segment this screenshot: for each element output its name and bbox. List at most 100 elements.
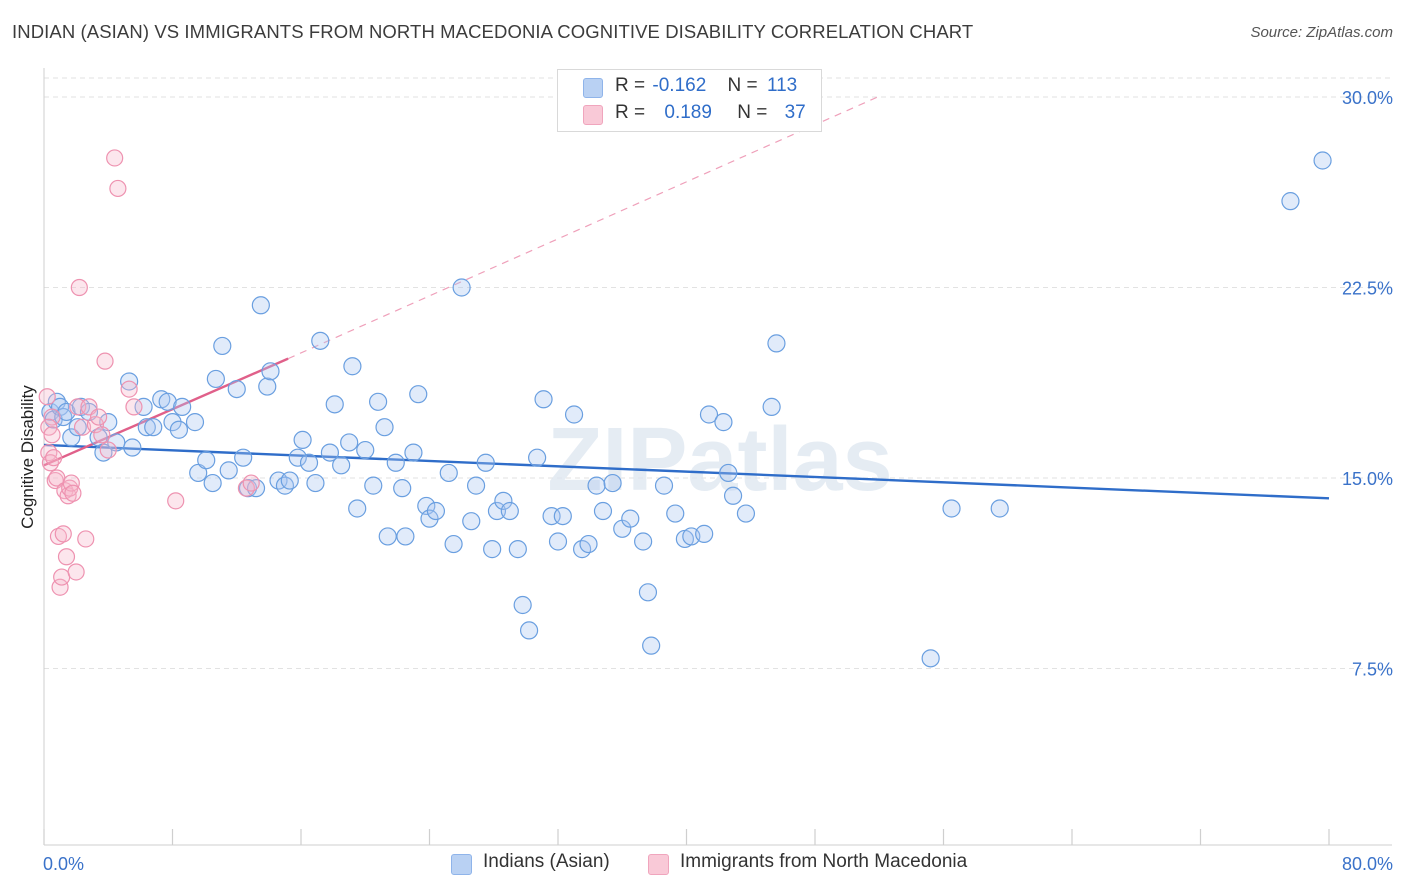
data-point-indians — [343, 357, 362, 376]
data-point-indians — [466, 476, 486, 495]
data-point-indians — [579, 534, 598, 554]
data-point-indians — [68, 418, 87, 437]
data-point-indians — [942, 499, 961, 518]
data-point-indians — [723, 486, 743, 505]
data-point-indians — [666, 504, 685, 523]
data-point-indians — [169, 420, 189, 439]
data-point-indians — [306, 473, 325, 493]
data-point-indians — [654, 476, 674, 495]
data-point-macedonia — [125, 398, 143, 416]
data-point-indians — [348, 499, 367, 518]
trend-line-indians — [43, 443, 1330, 500]
data-point-macedonia — [49, 527, 68, 546]
data-point-indians — [325, 395, 344, 414]
data-point-indians — [227, 380, 246, 399]
data-point-indians — [123, 438, 142, 457]
data-point-macedonia — [73, 418, 92, 436]
data-point-indians — [736, 504, 756, 523]
data-point-indians — [634, 532, 653, 551]
data-point-indians — [144, 418, 163, 437]
data-point-macedonia — [242, 474, 260, 492]
data-point-indians — [213, 336, 232, 356]
data-point-indians — [340, 433, 359, 452]
data-point-indians — [638, 583, 658, 602]
data-point-indians — [258, 377, 277, 396]
data-point-macedonia — [43, 426, 61, 444]
data-point-indians — [921, 649, 940, 668]
data-point-macedonia — [53, 568, 71, 586]
y-axis-label: Cognitive Disability — [18, 385, 37, 529]
data-point-indians — [197, 451, 216, 470]
data-point-indians — [548, 532, 568, 551]
data-point-indians — [494, 491, 513, 510]
legend-n-label: N = — [727, 75, 758, 96]
data-point-indians — [404, 443, 423, 462]
legend-swatch-pink — [583, 105, 603, 125]
data-point-indians — [311, 331, 330, 350]
source-label: Source: ZipAtlas.com — [1250, 24, 1393, 41]
data-point-indians — [767, 334, 786, 353]
legend-n-value: 113 — [766, 75, 798, 96]
data-point-indians — [534, 390, 553, 409]
data-point-indians — [246, 479, 266, 498]
data-point-macedonia — [99, 441, 117, 459]
data-point-indians — [508, 540, 527, 559]
data-point-indians — [134, 397, 153, 416]
data-point-indians — [203, 473, 222, 493]
x-tick-label: 80.0% — [1342, 854, 1393, 874]
data-point-macedonia — [93, 426, 111, 444]
data-point-indians — [261, 362, 280, 381]
data-point-indians — [513, 595, 532, 615]
trend-line-macedonia — [43, 357, 289, 467]
data-point-indians — [1281, 192, 1300, 211]
legend-n-value: 37 — [784, 102, 806, 123]
data-point-macedonia — [45, 449, 63, 467]
data-point-indians — [762, 397, 781, 416]
data-point-indians — [206, 369, 225, 389]
data-point-indians — [409, 385, 428, 404]
data-point-indians — [288, 448, 307, 467]
legend-r-label: R = — [615, 102, 646, 123]
data-point-indians — [332, 456, 351, 475]
y-tick-label: 30.0% — [1342, 88, 1393, 108]
data-point-indians — [500, 501, 519, 521]
data-point-indians — [293, 430, 312, 449]
data-point-indians — [275, 476, 295, 495]
data-points — [38, 149, 1332, 668]
data-point-macedonia — [109, 179, 127, 198]
data-point-indians — [356, 440, 375, 460]
data-point-indians — [426, 501, 446, 521]
data-point-macedonia — [90, 408, 108, 426]
data-point-indians — [185, 413, 205, 432]
data-point-indians — [642, 636, 661, 655]
bottom-legend-swatch-blue — [451, 854, 472, 875]
data-point-indians — [320, 443, 340, 462]
data-point-indians — [163, 413, 182, 432]
stats-legend: R = -0.162 N = 113 R = 0.189 N = 37 — [557, 69, 822, 132]
data-point-indians — [386, 453, 405, 472]
data-point-indians — [378, 527, 397, 546]
axes — [43, 68, 1392, 846]
legend-swatch-blue — [583, 78, 603, 98]
legend-r-value: 0.189 — [664, 102, 712, 123]
bottom-legend-swatch-pink — [648, 854, 669, 875]
data-point-indians — [444, 534, 463, 554]
data-point-macedonia — [167, 492, 185, 510]
data-point-indians — [234, 448, 253, 467]
legend-r-label: R = — [615, 75, 646, 96]
data-point-indians — [714, 413, 733, 432]
data-point-indians — [280, 471, 299, 490]
watermark: ZIPatlas — [547, 410, 892, 510]
data-point-indians — [593, 501, 613, 521]
data-point-macedonia — [41, 454, 60, 472]
data-point-indians — [699, 405, 719, 424]
data-point-indians — [587, 476, 606, 495]
data-point-indians — [137, 418, 156, 437]
data-point-macedonia — [120, 380, 138, 398]
trend-extension-macedonia — [287, 96, 878, 360]
data-point-macedonia — [96, 352, 114, 370]
data-point-indians — [299, 453, 319, 472]
data-point-macedonia — [54, 525, 72, 543]
data-point-indians — [393, 479, 412, 498]
